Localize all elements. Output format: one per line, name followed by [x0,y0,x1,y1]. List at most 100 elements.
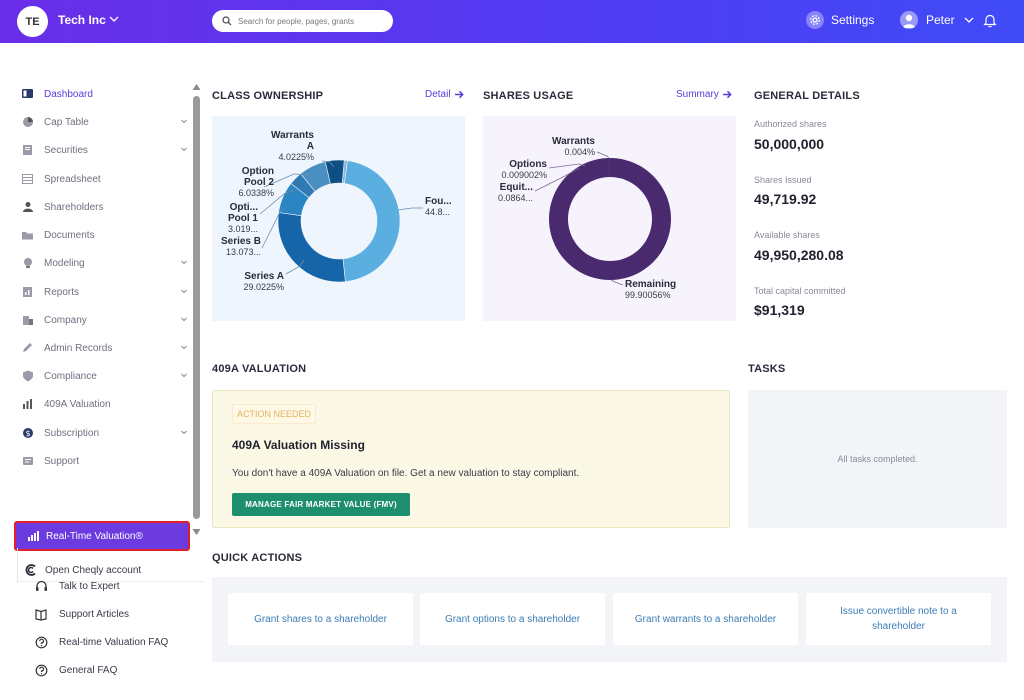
help-item-talk-to-expert[interactable]: Talk to Expert [35,578,120,594]
chevron-down-icon[interactable] [180,343,188,351]
sidebar-item-modeling[interactable]: Modeling [22,253,192,273]
sidebar-item-409a-valuation[interactable]: 409A Valuation [22,394,192,414]
sidebar-item-real-time-valuation[interactable]: Real-Time Valuation® [14,521,190,551]
authorized-shares-value: 50,000,000 [754,136,825,152]
label-series-a: Series A 29.0225% [243,271,284,292]
grant-options-button[interactable]: Grant options to a shareholder [420,593,605,645]
search-bar[interactable] [212,10,393,32]
label-remaining: Remaining 99.90056% [625,279,677,300]
support-icon [22,455,34,467]
sidebar-item-support[interactable]: Support [22,451,192,471]
summary-link-label: Summary [676,89,719,100]
issue-convertible-note-button[interactable]: Issue convertible note to a shareholder [806,593,991,645]
bar-chart-icon [22,398,34,410]
sidebar-item-shareholders[interactable]: Shareholders [22,197,192,217]
settings-button[interactable]: Settings [806,11,874,29]
chevron-down-icon[interactable] [108,13,120,25]
grant-warrants-button[interactable]: Grant warrants to a shareholder [613,593,798,645]
help-item-label: Talk to Expert [59,580,120,592]
label-founders: Fou... 44.8... [425,196,452,217]
label-options: Options 0.009002% [501,159,547,180]
sidebar: Dashboard Cap Table Securities Spreadsheet S… [0,43,205,700]
bell-icon[interactable] [983,13,997,28]
svg-text:$: $ [25,429,30,438]
label-option-pool-2: Option Pool 2 6.0338% [238,166,274,198]
chevron-down-icon[interactable] [180,258,188,266]
scroll-down-arrow[interactable] [192,528,201,536]
shares-usage-chart: Warrants 0.004% Options 0.009002% Equit...… [483,116,736,321]
sidebar-item-label: Modeling [44,257,85,269]
certificate-icon [22,144,34,156]
sidebar-item-securities[interactable]: Securities [22,140,192,160]
dashboard-icon [22,88,34,100]
user-name: Peter [926,13,955,27]
chevron-down-icon[interactable] [180,287,188,295]
valuation-description: You don't have a 409A Valuation on file.… [232,468,580,479]
leader-warrants [596,151,610,159]
sidebar-scrollbar[interactable] [193,96,200,519]
user-avatar-icon [900,11,918,29]
sidebar-item-label: Company [44,314,87,326]
sidebar-item-spreadsheet[interactable]: Spreadsheet [22,169,192,189]
sidebar-item-company[interactable]: Company [22,310,192,330]
sidebar-item-open-cheqly[interactable]: Open Cheqly account [24,560,189,580]
grant-shares-button[interactable]: Grant shares to a shareholder [228,593,413,645]
sidebar-item-label: Documents [44,229,95,241]
leader-option-pool-2 [263,173,311,188]
detail-link-label: Detail [425,89,451,100]
help-item-label: General FAQ [59,664,118,676]
help-item-label: Support Articles [59,608,130,620]
summary-link[interactable]: Summary [676,89,732,100]
sidebar-item-dashboard[interactable]: Dashboard [22,84,192,104]
dollar-icon: $ [22,427,34,439]
sidebar-item-reports[interactable]: Reports [22,282,192,302]
sidebar-item-label: Spreadsheet [44,173,101,185]
bar-chart-icon [28,530,40,542]
class-ownership-title: CLASS OWNERSHIP [212,90,324,102]
sidebar-item-label: Support [44,455,80,467]
sidebar-item-label: Open Cheqly account [45,564,142,576]
manage-fmv-button[interactable]: MANAGE FAIR MARKET VALUE (FMV) [232,493,410,516]
help-item-support-articles[interactable]: Support Articles [35,606,129,622]
sidebar-item-cap-table[interactable]: Cap Table [22,112,192,132]
valuation-title: 409A VALUATION [212,363,307,375]
folder-icon [22,229,34,241]
chevron-down-icon[interactable] [180,145,188,153]
headset-icon [35,580,48,593]
search-input[interactable] [238,16,388,26]
sidebar-item-documents[interactable]: Documents [22,225,192,245]
label-option-pool-1: Opti... Pool 1 3.019... [227,202,258,234]
arrow-right-icon [454,90,464,99]
sidebar-item-admin-records[interactable]: Admin Records [22,338,192,358]
help-item-real-time-valuation-faq[interactable]: Real-time Valuation FAQ [35,634,168,650]
book-icon [35,608,48,621]
org-avatar[interactable]: TE [17,6,48,37]
report-icon [22,286,34,298]
sidebar-item-label: Cap Table [44,116,89,128]
user-menu[interactable]: Peter [900,11,975,29]
tasks-empty-text: All tasks completed. [837,454,918,464]
sidebar-item-subscription[interactable]: $ Subscription [22,423,192,443]
detail-link[interactable]: Detail [425,89,464,100]
person-icon [22,201,34,213]
building-icon [22,314,34,326]
org-name[interactable]: Tech Inc [58,13,106,27]
shares-issued-value: 49,719.92 [754,191,817,207]
chevron-down-icon[interactable] [180,371,188,379]
scroll-up-arrow[interactable] [192,83,201,91]
chevron-down-icon[interactable] [180,315,188,323]
help-circle-icon [35,664,48,677]
pencil-icon [22,342,34,354]
chevron-down-icon[interactable] [180,428,188,436]
chevron-down-icon[interactable] [180,117,188,125]
slice-series-a [277,212,346,283]
sidebar-item-compliance[interactable]: Compliance [22,366,192,386]
general-details-title: GENERAL DETAILS [754,90,860,102]
available-shares-label: Available shares [754,230,820,240]
help-item-general-faq[interactable]: General FAQ [35,662,117,678]
cheqly-logo-icon [24,563,38,577]
leader-founders [397,207,423,211]
action-needed-badge: ACTION NEEDED [232,404,317,424]
tasks-card: All tasks completed. [748,390,1007,528]
sidebar-item-label: Dashboard [44,88,93,100]
